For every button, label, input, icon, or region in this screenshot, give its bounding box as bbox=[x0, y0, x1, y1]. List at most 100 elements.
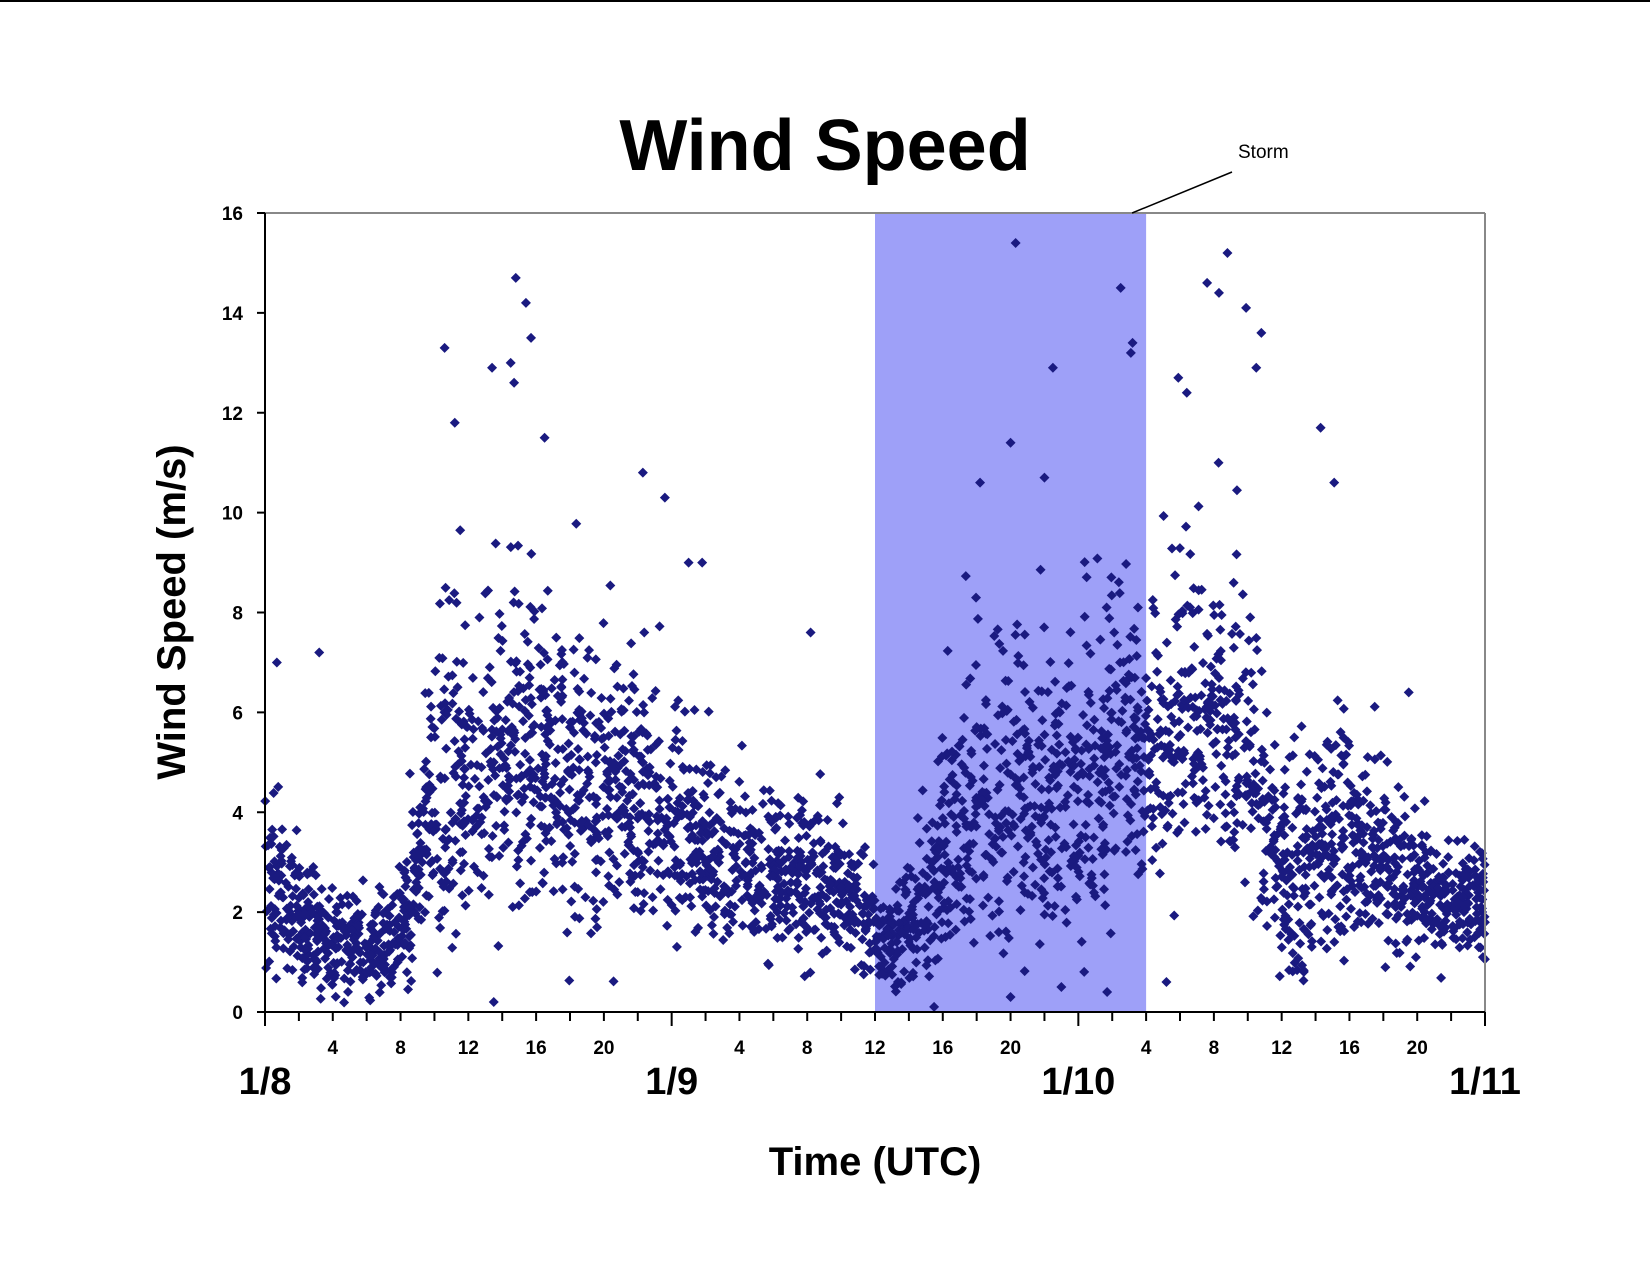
data-point bbox=[1426, 908, 1437, 919]
data-point bbox=[1175, 729, 1186, 740]
y-tick-label: 6 bbox=[232, 703, 243, 724]
data-point bbox=[766, 817, 777, 828]
data-point bbox=[1256, 666, 1267, 677]
data-point bbox=[779, 908, 790, 919]
data-point bbox=[822, 815, 833, 826]
data-point bbox=[1039, 909, 1050, 920]
data-point bbox=[1393, 782, 1404, 793]
data-point bbox=[1405, 961, 1416, 972]
data-point bbox=[1047, 764, 1058, 775]
data-point bbox=[512, 790, 523, 801]
data-point bbox=[1063, 756, 1074, 767]
data-point bbox=[1374, 862, 1385, 873]
data-point bbox=[491, 820, 502, 831]
data-point bbox=[1399, 893, 1410, 904]
data-point bbox=[653, 736, 664, 747]
data-point bbox=[1335, 901, 1346, 912]
data-point bbox=[784, 846, 795, 857]
data-point bbox=[611, 659, 622, 670]
data-point bbox=[1399, 811, 1410, 822]
data-point bbox=[1039, 859, 1050, 870]
data-point bbox=[460, 830, 471, 841]
data-point bbox=[549, 773, 560, 784]
data-point bbox=[339, 973, 350, 984]
data-point bbox=[1220, 789, 1231, 800]
data-point bbox=[1269, 739, 1280, 750]
data-point bbox=[604, 880, 615, 891]
data-point bbox=[1060, 747, 1071, 758]
data-point bbox=[591, 904, 602, 915]
data-point bbox=[853, 917, 864, 928]
data-point bbox=[1130, 845, 1141, 856]
data-point bbox=[1257, 775, 1268, 786]
data-point bbox=[1246, 667, 1257, 678]
data-point bbox=[534, 842, 545, 853]
data-point bbox=[994, 906, 1005, 917]
data-point bbox=[440, 824, 451, 835]
data-point bbox=[537, 878, 548, 889]
data-point bbox=[1216, 760, 1227, 771]
data-point bbox=[344, 959, 355, 970]
data-point bbox=[539, 432, 550, 443]
data-point bbox=[1150, 608, 1161, 619]
data-point bbox=[767, 870, 778, 881]
data-point bbox=[1051, 730, 1062, 741]
data-point bbox=[961, 679, 972, 690]
data-point bbox=[526, 548, 537, 559]
data-point bbox=[639, 888, 650, 899]
data-point bbox=[497, 780, 508, 791]
data-point bbox=[551, 807, 562, 818]
data-point bbox=[557, 884, 568, 895]
data-point bbox=[953, 740, 964, 751]
data-point bbox=[654, 621, 665, 632]
data-point bbox=[800, 883, 811, 894]
data-point bbox=[604, 775, 615, 786]
data-point bbox=[456, 750, 467, 761]
data-point bbox=[648, 905, 659, 916]
data-point bbox=[1357, 771, 1368, 782]
data-point bbox=[1312, 792, 1323, 803]
data-point bbox=[1130, 733, 1141, 744]
data-point bbox=[308, 862, 319, 873]
data-point bbox=[1083, 842, 1094, 853]
data-point bbox=[266, 901, 277, 912]
data-point bbox=[889, 981, 900, 992]
data-point bbox=[945, 929, 956, 940]
data-point bbox=[455, 865, 466, 876]
data-point bbox=[1215, 624, 1226, 635]
data-point bbox=[1447, 885, 1458, 896]
data-point bbox=[1316, 908, 1327, 919]
data-point bbox=[1205, 661, 1216, 672]
data-point bbox=[1379, 793, 1390, 804]
data-point bbox=[697, 891, 708, 902]
data-point bbox=[1390, 938, 1401, 949]
data-point bbox=[968, 838, 979, 849]
data-point bbox=[638, 699, 649, 710]
data-point bbox=[1094, 767, 1105, 778]
data-point bbox=[1206, 679, 1217, 690]
data-point bbox=[281, 839, 292, 850]
data-point bbox=[629, 803, 640, 814]
data-point bbox=[748, 924, 759, 935]
data-point bbox=[509, 746, 520, 757]
data-point bbox=[513, 598, 524, 609]
data-point bbox=[1054, 739, 1065, 750]
data-point bbox=[603, 871, 614, 882]
data-point bbox=[1258, 750, 1269, 761]
data-point bbox=[1208, 600, 1219, 611]
data-point bbox=[1278, 867, 1289, 878]
data-point bbox=[1139, 751, 1150, 762]
data-point bbox=[740, 791, 751, 802]
data-point bbox=[845, 901, 856, 912]
data-point bbox=[522, 659, 533, 670]
data-point bbox=[296, 917, 307, 928]
data-point bbox=[1100, 786, 1111, 797]
data-point bbox=[793, 833, 804, 844]
data-point bbox=[574, 913, 585, 924]
data-point bbox=[316, 884, 327, 895]
data-point bbox=[1014, 755, 1025, 766]
data-point bbox=[1245, 612, 1256, 623]
data-point bbox=[406, 975, 417, 986]
data-point bbox=[1457, 933, 1468, 944]
data-point bbox=[1102, 987, 1113, 998]
